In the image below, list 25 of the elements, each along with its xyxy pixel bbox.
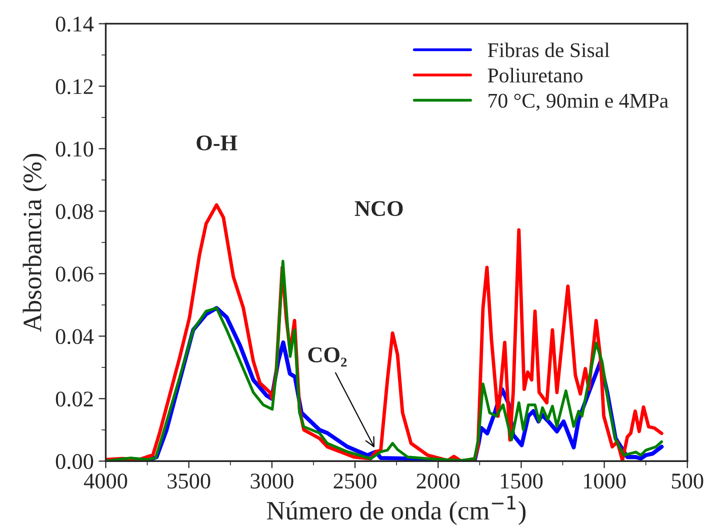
annotation: NCO bbox=[354, 201, 403, 216]
y-tick-label: 0.00 bbox=[56, 454, 94, 470]
x-tick-label: 500 bbox=[672, 474, 704, 489]
x-tick-label: 1000 bbox=[584, 474, 626, 489]
y-axis-title: Absorbancia (%) bbox=[22, 154, 47, 332]
legend-label: 70 °C, 90min e 4MPa bbox=[488, 94, 668, 111]
y-tick-label: 0.10 bbox=[56, 142, 94, 157]
x-tick-label: 2000 bbox=[416, 474, 460, 489]
x-tick-label: 1500 bbox=[500, 474, 543, 489]
x-tick-label: 2500 bbox=[334, 474, 376, 489]
y-tick-label: 0.04 bbox=[56, 329, 94, 344]
x-tick-label: 4000 bbox=[84, 474, 128, 489]
y-tick-label: 0.14 bbox=[56, 16, 94, 32]
x-tick-label: 3500 bbox=[168, 474, 210, 489]
y-tick-label: 0.08 bbox=[56, 204, 94, 220]
y-tick-label: 0.06 bbox=[56, 266, 94, 282]
line-series bbox=[106, 260, 664, 462]
y-tick-label: 0.12 bbox=[56, 79, 93, 94]
legend-label: Fibras de Sisal bbox=[488, 42, 610, 58]
x-tick-label: 3000 bbox=[250, 474, 294, 489]
x-axis-title: Número de onda (cm$^{−1}$) bbox=[266, 496, 526, 526]
y-tick-label: 0.02 bbox=[56, 392, 93, 407]
legend-label: Poliuretano bbox=[488, 68, 583, 83]
annotation: O-H bbox=[196, 135, 238, 150]
annotation: CO₂ bbox=[308, 347, 347, 367]
